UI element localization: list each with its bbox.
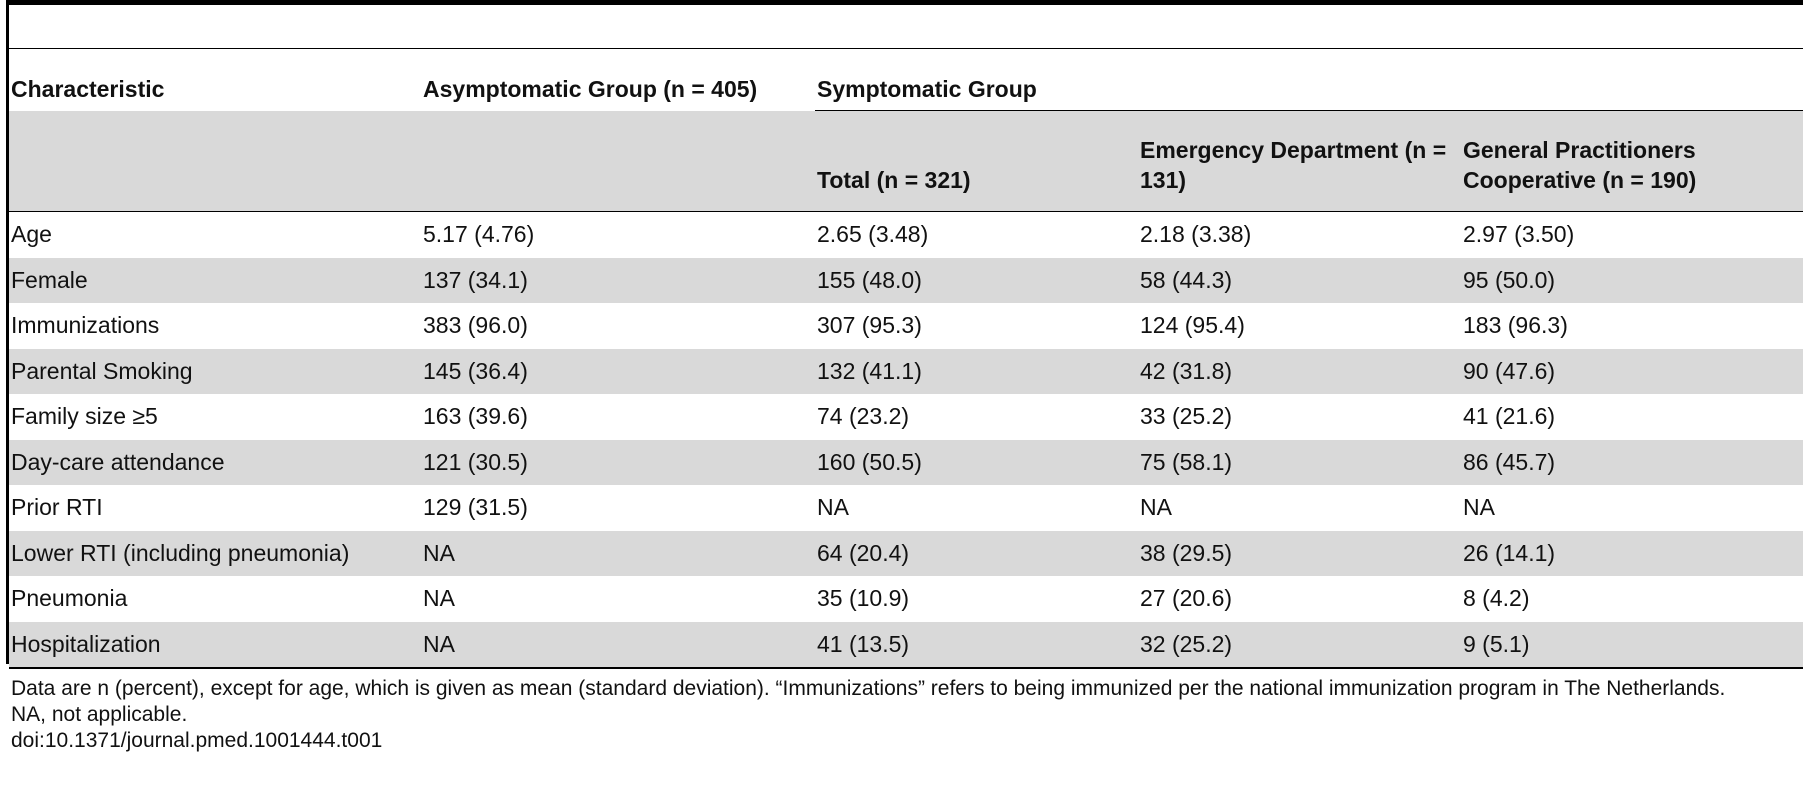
cell-general-practitioners: 95 (50.0) — [1461, 257, 1803, 303]
cell-total: 2.65 (3.48) — [817, 221, 929, 248]
cell-emergency-department: 2.18 (3.38) — [1140, 221, 1252, 248]
header-blank-2 — [421, 110, 815, 212]
cell-total: 64 (20.4) — [815, 530, 1138, 576]
cell-asymptomatic: NA — [421, 621, 815, 669]
table-row: Immunizations 383 (96.0) 307 (95.3) 124 (95… — [9, 303, 1803, 349]
cell-characteristic: Lower RTI (including pneumonia) — [9, 530, 421, 576]
header-blank-1 — [9, 110, 421, 212]
footnote-doi: doi:10.1371/journal.pmed.1001444.t001 — [11, 729, 383, 752]
header-row-2: Total (n = 321) Emergency Department (n … — [9, 110, 1803, 212]
cell-emergency-department: 124 (95.4) — [1140, 312, 1245, 339]
cell-emergency-department: 75 (58.1) — [1138, 439, 1461, 485]
table-row: Lower RTI (including pneumonia) NA 64 (20.… — [9, 530, 1803, 576]
table-row: Day-care attendance 121 (30.5) 160 (50.5) 7… — [9, 439, 1803, 485]
footnote-definition: Data are n (percent), except for age, wh… — [11, 677, 1726, 700]
cell-emergency-department: 58 (44.3) — [1138, 257, 1461, 303]
cell-emergency-department: 32 (25.2) — [1138, 621, 1461, 669]
cell-general-practitioners: 183 (96.3) — [1463, 312, 1568, 339]
table-row: Age 5.17 (4.76) 2.65 (3.48) 2.18 (3.38) 2.97… — [9, 212, 1803, 258]
cell-general-practitioners: 2.97 (3.50) — [1463, 221, 1575, 248]
cell-emergency-department: NA — [1140, 494, 1172, 521]
header-row-1: Characteristic Asymptomatic Group (n = 4… — [9, 68, 1803, 111]
cell-total: 155 (48.0) — [815, 257, 1138, 303]
cell-asymptomatic: 163 (39.6) — [423, 403, 528, 430]
cell-total: 160 (50.5) — [815, 439, 1138, 485]
header-total: Total (n = 321) — [815, 110, 1138, 212]
cell-characteristic: Hospitalization — [9, 621, 421, 669]
cell-asymptomatic: NA — [421, 530, 815, 576]
table-row: Parental Smoking 145 (36.4) 132 (41.1) 42 (… — [9, 348, 1803, 394]
table-top-rule — [9, 48, 1803, 49]
cell-total: 41 (13.5) — [815, 621, 1138, 669]
cell-asymptomatic: NA — [423, 585, 455, 612]
cell-general-practitioners: 8 (4.2) — [1463, 585, 1530, 612]
cell-characteristic: Prior RTI — [11, 494, 103, 521]
cell-characteristic: Parental Smoking — [9, 348, 421, 394]
cell-general-practitioners: NA — [1463, 494, 1495, 521]
cell-asymptomatic: 383 (96.0) — [423, 312, 528, 339]
cell-total: 74 (23.2) — [817, 403, 910, 430]
footnote-na: NA, not applicable. — [11, 703, 188, 726]
cell-emergency-department: 38 (29.5) — [1138, 530, 1461, 576]
table-body: Age 5.17 (4.76) 2.65 (3.48) 2.18 (3.38) 2.97… — [9, 212, 1803, 669]
cell-characteristic: Pneumonia — [11, 585, 128, 612]
cell-emergency-department: 42 (31.8) — [1138, 348, 1461, 394]
cell-general-practitioners: 9 (5.1) — [1461, 621, 1803, 669]
cell-asymptomatic: 121 (30.5) — [421, 439, 815, 485]
cell-total: 35 (10.9) — [817, 585, 910, 612]
cell-general-practitioners: 26 (14.1) — [1461, 530, 1803, 576]
cell-characteristic: Age — [11, 221, 52, 248]
cell-asymptomatic: 5.17 (4.76) — [423, 221, 535, 248]
cell-characteristic: Female — [9, 257, 421, 303]
cell-total: 307 (95.3) — [817, 312, 922, 339]
cell-asymptomatic: 145 (36.4) — [421, 348, 815, 394]
left-border — [6, 0, 9, 664]
table-row: Female 137 (34.1) 155 (48.0) 58 (44.3) 95 (5… — [9, 257, 1803, 303]
table-footnotes: Data are n (percent), except for age, wh… — [11, 676, 1801, 754]
table-row: Family size ≥5 163 (39.6) 74 (23.2) 33 (25.… — [9, 394, 1803, 440]
cell-general-practitioners: 86 (45.7) — [1461, 439, 1803, 485]
table-row: Pneumonia NA 35 (10.9) 27 (20.6) 8 (4.2) — [9, 576, 1803, 622]
header-characteristic: Characteristic — [11, 75, 165, 102]
cell-general-practitioners: 90 (47.6) — [1461, 348, 1803, 394]
header-symptomatic-group: Symptomatic Group — [815, 68, 1803, 111]
cell-emergency-department: 33 (25.2) — [1140, 403, 1233, 430]
cell-asymptomatic: 137 (34.1) — [421, 257, 815, 303]
cell-emergency-department: 27 (20.6) — [1140, 585, 1233, 612]
top-border — [6, 0, 1803, 5]
cell-asymptomatic: 129 (31.5) — [423, 494, 528, 521]
header-asymptomatic-group: Asymptomatic Group (n = 405) — [423, 75, 758, 102]
cell-total: 132 (41.1) — [815, 348, 1138, 394]
characteristics-table: Characteristic Asymptomatic Group (n = 4… — [9, 68, 1803, 669]
table-row: Prior RTI 129 (31.5) NA NA NA — [9, 485, 1803, 531]
cell-characteristic: Immunizations — [11, 312, 160, 339]
cell-characteristic: Family size ≥5 — [11, 403, 158, 430]
header-emergency-department: Emergency Department (n = 131) — [1138, 110, 1461, 212]
cell-characteristic: Day-care attendance — [9, 439, 421, 485]
cell-total: NA — [817, 494, 849, 521]
cell-general-practitioners: 41 (21.6) — [1463, 403, 1556, 430]
table-row: Hospitalization NA 41 (13.5) 32 (25.2) 9 (5.… — [9, 621, 1803, 669]
header-general-practitioners: General Practitioners Cooperative (n = 1… — [1461, 110, 1803, 212]
